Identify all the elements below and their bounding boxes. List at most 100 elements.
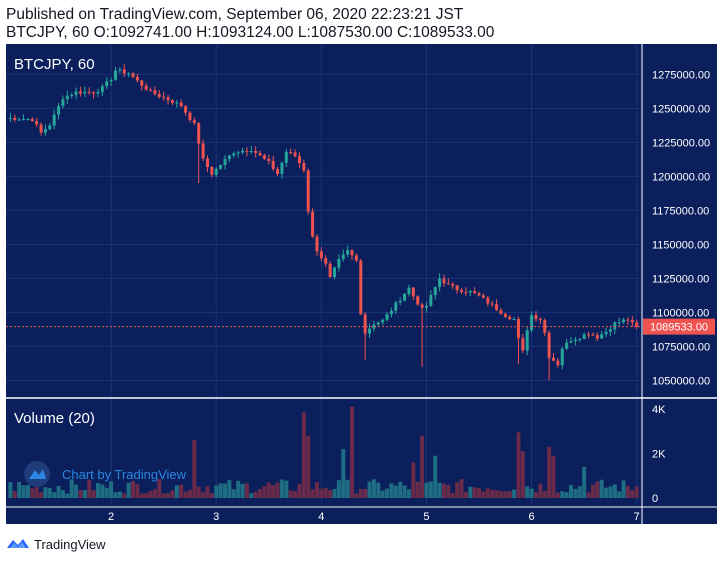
candle-body [455, 285, 459, 291]
volume-bar [415, 481, 420, 498]
volume-bar [78, 489, 83, 498]
candle-body [486, 297, 490, 304]
volume-bar [148, 490, 153, 498]
volume-bar [187, 489, 192, 498]
volume-bar [437, 482, 442, 498]
candle-body [407, 287, 411, 294]
volume-bar [398, 481, 403, 498]
candle-body [87, 91, 91, 93]
candle-body [258, 152, 262, 156]
candle-body [61, 99, 65, 106]
candle-body [600, 334, 604, 339]
volume-bar [389, 483, 394, 498]
volume-bar [564, 492, 569, 498]
candle-body [337, 258, 341, 268]
volume-bar [144, 493, 149, 498]
candle-body [525, 330, 529, 351]
volume-bar [446, 484, 451, 498]
candle-body [538, 318, 542, 321]
volume-bar [547, 446, 552, 498]
volume-bar [275, 482, 280, 498]
volume-bar [47, 488, 52, 498]
volume-bar [477, 488, 482, 498]
time-tick-label: 5 [423, 511, 429, 523]
volume-bar [279, 479, 284, 498]
volume-bar [455, 482, 460, 498]
time-tick-label: 7 [634, 511, 640, 523]
volume-bar [65, 493, 70, 498]
volume-bar [354, 493, 359, 498]
candle-body [411, 287, 415, 297]
candle-body [468, 291, 472, 293]
candle-body [341, 254, 345, 259]
candle-body [83, 91, 87, 94]
volume-bar [43, 487, 48, 498]
volume-bar [288, 490, 293, 498]
volume-bar [56, 486, 61, 498]
candle-body [591, 334, 595, 336]
tradingview-logo-icon [7, 539, 29, 548]
candle-body [626, 319, 630, 321]
volume-bar [420, 435, 425, 498]
candle-body [271, 160, 275, 169]
volume-bar [310, 489, 315, 498]
candle-body [359, 260, 363, 315]
candle-body [219, 165, 223, 169]
candle-body [302, 163, 306, 171]
candle-body [197, 122, 201, 144]
candle-body [582, 334, 586, 339]
volume-bar [271, 485, 276, 498]
volume-bar [516, 432, 521, 498]
volume-bar [595, 481, 600, 498]
candle-body [573, 339, 577, 342]
candle-body [179, 102, 183, 107]
candle-body [534, 315, 538, 319]
watermark-label: Chart by TradingView [62, 467, 187, 482]
volume-bar [293, 491, 298, 498]
candle-body [43, 129, 47, 133]
volume-bar [463, 491, 468, 498]
volume-bar [223, 483, 227, 498]
candle-body [630, 319, 634, 323]
volume-bar [231, 489, 236, 498]
volume-bar [12, 491, 17, 498]
tradingview-footer[interactable]: TradingView [6, 534, 106, 554]
candle-body [595, 335, 599, 339]
volume-bar [74, 484, 79, 498]
candle-body [512, 319, 516, 321]
volume-bar [301, 412, 306, 498]
volume-bar [428, 481, 433, 498]
volume-bar [525, 486, 530, 498]
candle-body [420, 304, 424, 308]
candle-body [477, 293, 481, 296]
candle-body [8, 117, 12, 119]
candle-body [214, 168, 218, 175]
candle-body [446, 283, 450, 285]
volume-bar [192, 440, 197, 498]
candle-body [35, 120, 39, 125]
volume-bar [625, 485, 630, 498]
volume-bar [214, 485, 219, 498]
volume-bar [533, 492, 538, 498]
candle-body [385, 314, 389, 320]
candle-body [26, 119, 30, 121]
price-tick-label: 1200000.00 [652, 171, 710, 183]
volume-bar [179, 484, 184, 498]
watermark: Chart by TradingView [24, 461, 187, 487]
candle-body [460, 290, 464, 293]
candle-body [324, 258, 328, 264]
volume-bar [30, 488, 35, 498]
volume-bar [266, 482, 271, 498]
volume-bar [218, 483, 223, 498]
volume-bar [113, 492, 118, 498]
volume-bar [126, 482, 131, 498]
volume-bar [52, 492, 57, 498]
candle-body [293, 152, 297, 157]
candle-body [170, 100, 174, 104]
time-tick-label: 4 [318, 511, 324, 523]
candle-body [521, 338, 525, 351]
candle-body [284, 152, 288, 163]
volume-bar [586, 492, 591, 498]
candle-body [416, 296, 420, 305]
